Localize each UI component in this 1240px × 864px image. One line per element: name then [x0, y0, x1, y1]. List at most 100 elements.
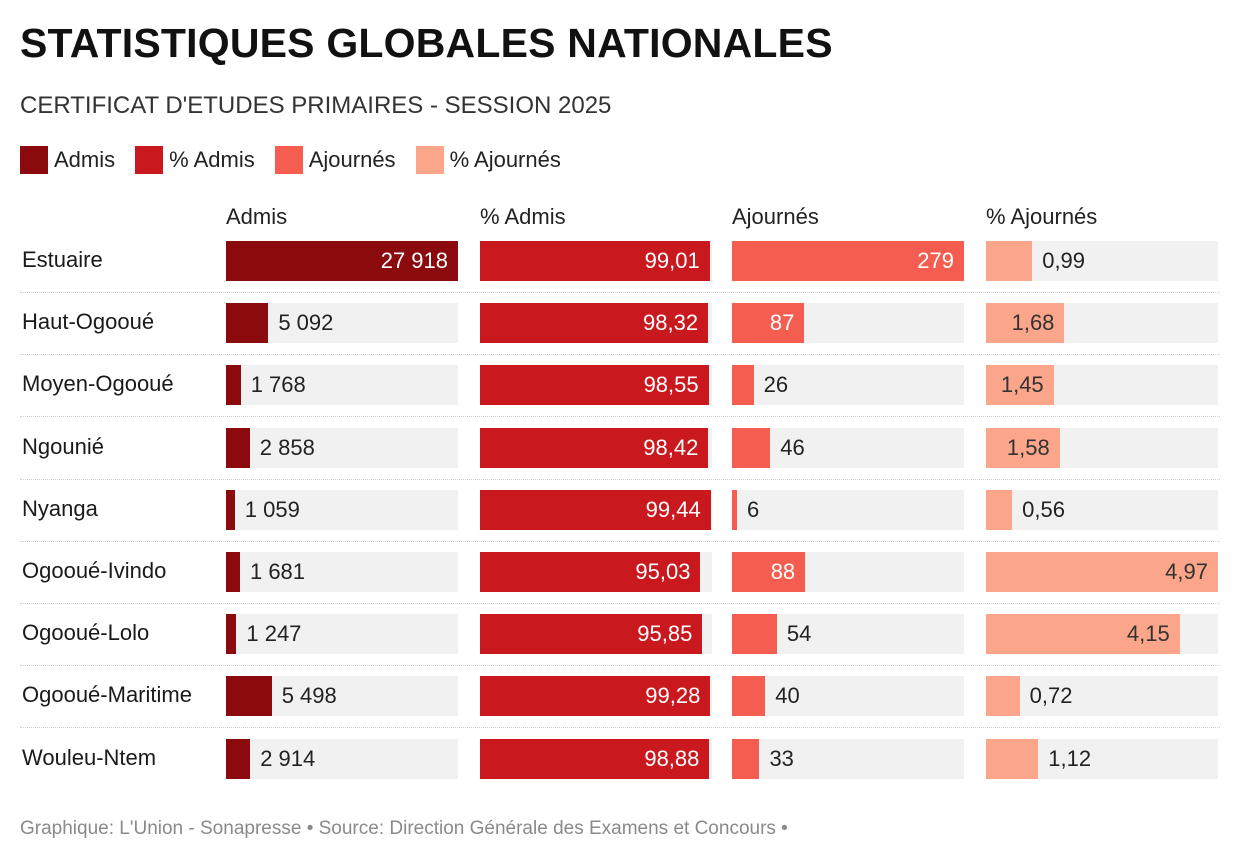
bar-ajournes [732, 614, 777, 654]
row-separator [20, 416, 1220, 417]
page-title: STATISTIQUES GLOBALES NATIONALES [20, 20, 833, 66]
bar-admis [226, 614, 237, 654]
row-separator [20, 354, 1220, 355]
bar-admis [226, 490, 235, 530]
data-label-admis: 2 858 [259, 435, 315, 460]
bar-pct-admis [480, 676, 711, 716]
bar-track [732, 739, 964, 779]
data-label-pct-admis: 98,42 [643, 435, 699, 460]
bar-admis [226, 739, 251, 779]
data-label-pct-admis: 95,03 [635, 559, 691, 584]
bar-track [226, 614, 458, 654]
bar-track [226, 490, 458, 530]
data-label-ajournes: 26 [763, 372, 789, 397]
data-label-pct-admis: 99,01 [644, 248, 700, 273]
data-label-ajournes: 279 [917, 248, 954, 273]
column-header-pct-ajournes: % Ajournés [986, 204, 1098, 229]
row-separator [20, 292, 1220, 293]
data-label-ajournes: 33 [769, 746, 794, 771]
legend-item-pct-admis: % Admis [135, 146, 255, 174]
legend-swatch-admis [20, 146, 48, 174]
bar-ajournes [732, 428, 771, 468]
column-header-admis: Admis [226, 204, 288, 229]
legend-item-admis: Admis [20, 146, 115, 174]
data-label-ajournes: 46 [780, 435, 805, 460]
row-separator [20, 541, 1220, 542]
bar-ajournes [732, 676, 766, 716]
row-separator [20, 727, 1220, 728]
data-label-pct-ajournes: 0,99 [1042, 248, 1086, 273]
legend-item-pct-ajournes: % Ajournés [415, 146, 561, 174]
row-label: Ngounié [22, 434, 104, 459]
data-label-admis: 2 914 [260, 746, 316, 771]
legend-swatch-pct-ajournes [415, 146, 444, 174]
data-label-admis: 5 092 [278, 310, 334, 335]
data-label-pct-admis: 98,55 [643, 372, 699, 397]
row-label: Haut-Ogooué [22, 309, 155, 334]
bar-pct-ajournes [986, 614, 1180, 654]
bar-track [732, 490, 964, 530]
column-header-ajournes: Ajournés [732, 204, 819, 229]
data-label-pct-admis: 98,88 [644, 746, 700, 771]
bar-ajournes [732, 739, 760, 779]
bar-pct-admis [480, 739, 710, 779]
legend-swatch-ajournes [274, 146, 303, 174]
bar-admis [226, 241, 458, 281]
legend-item-ajournes: Ajournés [274, 146, 396, 174]
row-label: Ogooué-Ivindo [22, 558, 167, 583]
data-label-pct-admis: 99,28 [645, 683, 701, 708]
bar-admis [226, 303, 269, 343]
bar-ajournes [732, 552, 806, 592]
bar-pct-ajournes [986, 739, 1039, 779]
data-label-pct-admis: 99,44 [645, 497, 701, 522]
legend-label-ajournes: Ajournés [308, 147, 396, 172]
legend: Admis % Admis Ajournés % Ajournés [20, 146, 581, 174]
data-label-pct-admis: 98,32 [643, 310, 699, 335]
data-label-ajournes: 87 [769, 310, 795, 335]
bar-track [986, 676, 1218, 716]
bar-pct-admis [480, 365, 709, 405]
bar-pct-admis [480, 241, 710, 281]
data-label-pct-ajournes: 1,12 [1048, 746, 1092, 771]
bar-admis [226, 676, 272, 716]
data-label-admis: 27 918 [380, 248, 448, 273]
bar-track [986, 490, 1218, 530]
legend-swatch-pct-admis [135, 146, 164, 174]
bar-ajournes [732, 490, 737, 530]
row-label: Ogooué-Lolo [22, 620, 150, 645]
bar-pct-admis [480, 614, 703, 654]
data-label-ajournes: 54 [786, 621, 812, 646]
bar-track [732, 676, 964, 716]
data-label-admis: 1 768 [250, 372, 306, 397]
bar-pct-ajournes [986, 490, 1013, 530]
data-label-pct-ajournes: 1,58 [1006, 435, 1050, 460]
bar-track [226, 739, 458, 779]
bar-pct-admis [480, 490, 711, 530]
data-label-pct-ajournes: 1,45 [1000, 372, 1044, 397]
row-label: Ogooué-Maritime [22, 682, 192, 707]
bar-pct-admis [480, 303, 709, 343]
data-label-admis: 5 498 [281, 683, 337, 708]
data-label-ajournes: 88 [770, 559, 796, 584]
column-header-pct-admis: % Admis [480, 204, 566, 229]
data-label-admis: 1 059 [244, 497, 300, 522]
data-label-ajournes: 6 [746, 497, 760, 522]
row-label: Nyanga [22, 496, 98, 521]
bar-admis [226, 552, 240, 592]
data-label-ajournes: 40 [775, 683, 800, 708]
bar-pct-ajournes [986, 365, 1054, 405]
bar-pct-admis [480, 552, 701, 592]
data-label-admis: 1 247 [246, 621, 302, 646]
bar-track [226, 428, 458, 468]
data-label-admis: 1 681 [249, 559, 306, 584]
bar-pct-admis [480, 428, 709, 468]
bar-track [732, 365, 964, 405]
bar-pct-ajournes [986, 676, 1020, 716]
bar-pct-ajournes [986, 552, 1218, 592]
footer-credit: Graphique: L'Union - Sonapresse • Source… [20, 818, 788, 839]
data-label-pct-admis: 95,85 [637, 621, 693, 646]
legend-label-admis: Admis [54, 147, 116, 172]
bar-track [226, 552, 458, 592]
row-label: Moyen-Ogooué [22, 371, 174, 396]
data-label-pct-ajournes: 0,56 [1022, 497, 1065, 522]
